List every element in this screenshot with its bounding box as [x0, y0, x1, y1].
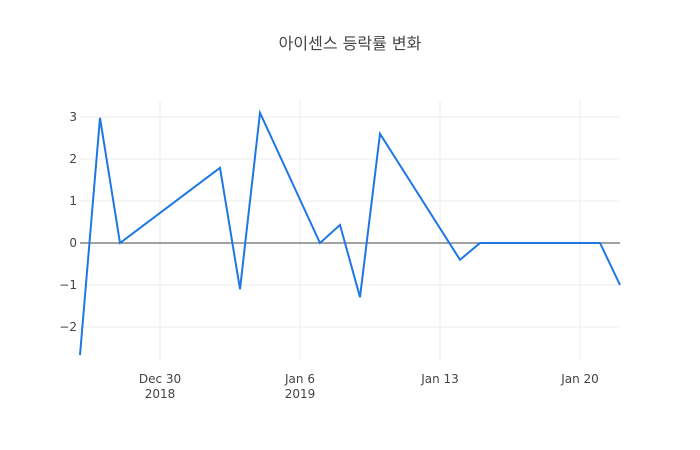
chart-title: 아이센스 등락률 변화: [279, 34, 422, 53]
y-tick-label: 1: [69, 194, 77, 208]
x-tick-year-label: 2018: [145, 387, 176, 401]
y-tick-label: −2: [59, 320, 77, 334]
series-line[interactable]: [79, 109, 621, 356]
y-tick-label: 2: [69, 152, 77, 166]
x-tick-label: Jan 13: [420, 372, 459, 386]
y-tick-label: 0: [69, 236, 77, 250]
y-tick-label: 3: [69, 110, 77, 124]
grid-lines: [80, 100, 620, 360]
x-tick-year-label: 2019: [285, 387, 316, 401]
x-tick-label: Dec 30: [139, 372, 181, 386]
x-tick-label: Jan 6: [284, 372, 315, 386]
y-tick-label: −1: [59, 278, 77, 292]
y-axis: −2 −1 0 1 2 3: [59, 110, 77, 334]
x-tick-label: Jan 20: [560, 372, 599, 386]
